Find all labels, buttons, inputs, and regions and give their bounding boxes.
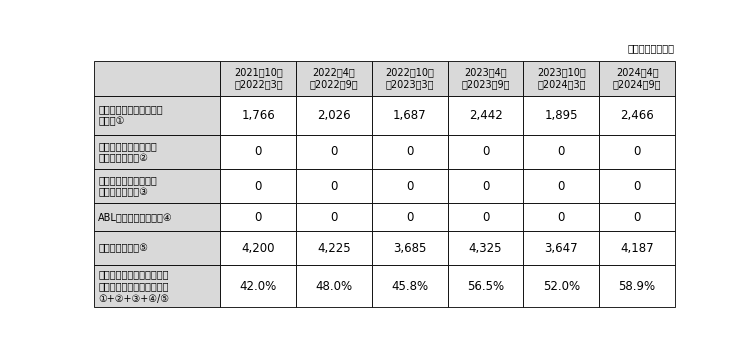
Bar <box>599 135 675 169</box>
Text: 58.9%: 58.9% <box>619 280 656 293</box>
Text: 0: 0 <box>331 145 338 158</box>
Bar <box>94 96 220 135</box>
Text: 0: 0 <box>558 210 565 224</box>
Bar <box>220 96 296 135</box>
Bar <box>448 96 524 135</box>
Text: 停止条件付保証契約を
活用した件数　②: 停止条件付保証契約を 活用した件数 ② <box>98 141 158 163</box>
Bar <box>448 231 524 265</box>
Text: 新規融賄に占める経営者保
証に依存しない融賄の割合
①+②+③+④/⑤: 新規融賄に占める経営者保 証に依存しない融賄の割合 ①+②+③+④/⑤ <box>98 269 170 304</box>
Text: 0: 0 <box>558 180 565 193</box>
Text: 0: 0 <box>255 210 262 224</box>
Text: 新規融賄件数　⑤: 新規融賄件数 ⑤ <box>98 243 148 253</box>
Text: 新規に無保証で融賄した
件数　①: 新規に無保証で融賄した 件数 ① <box>98 104 163 126</box>
Bar <box>220 169 296 203</box>
Text: 42.0%: 42.0% <box>240 280 277 293</box>
Text: 2022年10月
～2023年3月: 2022年10月 ～2023年3月 <box>386 67 434 90</box>
Bar <box>524 231 599 265</box>
Bar <box>296 265 372 307</box>
Text: 0: 0 <box>634 210 640 224</box>
Text: 3,685: 3,685 <box>393 241 427 255</box>
Text: 2023年4月
～2023年9月: 2023年4月 ～2023年9月 <box>461 67 510 90</box>
Text: 0: 0 <box>331 210 338 224</box>
Text: 4,225: 4,225 <box>317 241 351 255</box>
Bar <box>448 169 524 203</box>
Bar <box>524 265 599 307</box>
Text: 0: 0 <box>406 210 413 224</box>
Bar <box>448 61 524 96</box>
Bar <box>296 61 372 96</box>
Text: 0: 0 <box>482 145 489 158</box>
Text: 48.0%: 48.0% <box>316 280 352 293</box>
Bar <box>524 96 599 135</box>
Text: 0: 0 <box>482 210 489 224</box>
Text: 0: 0 <box>406 145 413 158</box>
Text: 2022年4月
～2022年9月: 2022年4月 ～2022年9月 <box>310 67 358 90</box>
Bar <box>220 231 296 265</box>
Bar <box>220 61 296 96</box>
Bar <box>448 135 524 169</box>
Bar <box>599 265 675 307</box>
Bar <box>372 96 448 135</box>
Bar <box>220 265 296 307</box>
Text: 0: 0 <box>634 145 640 158</box>
Bar <box>524 203 599 231</box>
Bar <box>296 203 372 231</box>
Text: 1,687: 1,687 <box>393 109 427 122</box>
Bar <box>524 169 599 203</box>
Text: 4,325: 4,325 <box>469 241 502 255</box>
Bar <box>296 96 372 135</box>
Text: ABLを活用した件数　④: ABLを活用した件数 ④ <box>98 212 173 222</box>
Text: 1,895: 1,895 <box>544 109 578 122</box>
Bar <box>94 265 220 307</box>
Text: 0: 0 <box>406 180 413 193</box>
Bar <box>94 135 220 169</box>
Text: 4,200: 4,200 <box>242 241 275 255</box>
Text: 0: 0 <box>558 145 565 158</box>
Bar <box>524 61 599 96</box>
Bar <box>599 231 675 265</box>
Bar <box>448 203 524 231</box>
Text: 0: 0 <box>331 180 338 193</box>
Bar <box>599 61 675 96</box>
Bar <box>296 135 372 169</box>
Bar <box>296 169 372 203</box>
Text: 1,766: 1,766 <box>242 109 275 122</box>
Bar <box>372 265 448 307</box>
Bar <box>220 135 296 169</box>
Bar <box>372 203 448 231</box>
Bar <box>599 203 675 231</box>
Bar <box>599 169 675 203</box>
Bar <box>599 96 675 135</box>
Bar <box>94 203 220 231</box>
Bar <box>372 231 448 265</box>
Bar <box>524 135 599 169</box>
Text: 2023年10月
～2024年3月: 2023年10月 ～2024年3月 <box>537 67 586 90</box>
Bar <box>372 61 448 96</box>
Bar <box>220 203 296 231</box>
Text: 3,647: 3,647 <box>544 241 578 255</box>
Text: 2024年4月
～2024年9月: 2024年4月 ～2024年9月 <box>613 67 662 90</box>
Text: 2,442: 2,442 <box>469 109 502 122</box>
Text: 56.5%: 56.5% <box>467 280 504 293</box>
Text: 52.0%: 52.0% <box>543 280 580 293</box>
Text: 0: 0 <box>482 180 489 193</box>
Text: 0: 0 <box>634 180 640 193</box>
Bar <box>94 231 220 265</box>
Bar <box>372 169 448 203</box>
Text: 解除条件付保証契約を
活用した件数　③: 解除条件付保証契約を 活用した件数 ③ <box>98 175 158 197</box>
Bar <box>296 231 372 265</box>
Bar <box>448 265 524 307</box>
Text: 2021年10月
～2022年3月: 2021年10月 ～2022年3月 <box>234 67 283 90</box>
Bar <box>94 61 220 96</box>
Text: 2,026: 2,026 <box>317 109 351 122</box>
Text: 4,187: 4,187 <box>620 241 654 255</box>
Text: 0: 0 <box>255 145 262 158</box>
Text: （単位：件、％）: （単位：件、％） <box>628 43 675 53</box>
Bar <box>94 169 220 203</box>
Text: 45.8%: 45.8% <box>392 280 428 293</box>
Text: 2,466: 2,466 <box>620 109 654 122</box>
Bar <box>372 135 448 169</box>
Text: 0: 0 <box>255 180 262 193</box>
